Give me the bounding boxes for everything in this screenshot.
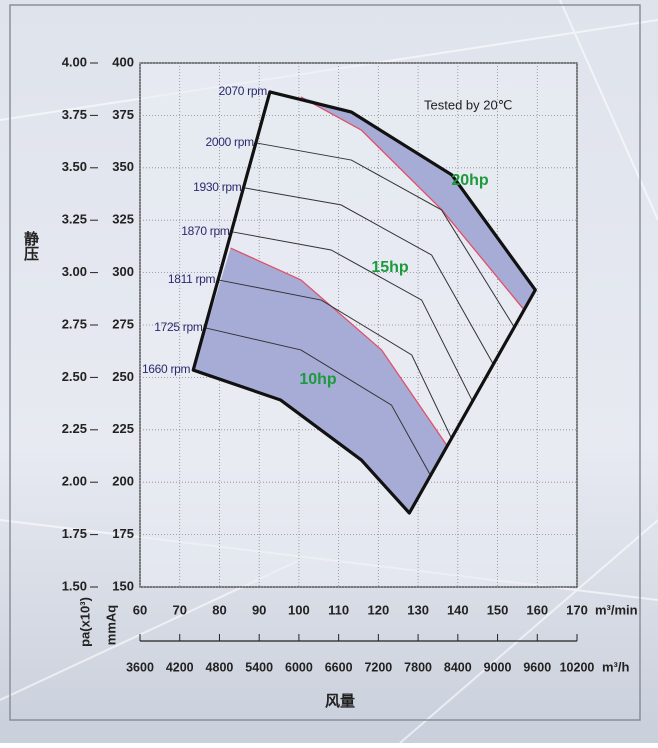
y-tick-label: 275 [112,316,134,331]
x-tick-label: 120 [368,602,390,617]
chart: 150 175 200 225 250 275 300 325 350 375 400 1.50 1.7… [0,0,658,743]
y2-tick-label: 1.50 [62,578,87,593]
x2-tick-label: 5400 [245,660,273,674]
x2-tick-label: 6000 [285,660,313,674]
x-unit: m³/min [595,602,638,617]
x2-tick-label: 8400 [444,660,472,674]
x-tick-label: 100 [288,602,310,617]
annotation: Tested by 20℃ [424,97,512,112]
x2-tick-label: 4800 [206,660,234,674]
y-tick-label: 250 [112,369,134,384]
y-tick-label: 300 [112,264,134,279]
y2-tick-label: 2.25 [62,421,87,436]
y-tick-label: 175 [112,526,134,541]
x2-tick-label: 9600 [523,660,551,674]
x-tick-label: 90 [252,602,266,617]
x2-tick-label: 6600 [325,660,353,674]
y2-tick-label: 3.00 [62,264,87,279]
y-title: 静压 [22,230,39,262]
y2-tick-label: 1.75 [62,526,87,541]
x-tick-label: 60 [133,602,147,617]
rpm-label: 2070 rpm [219,84,268,98]
x2-tick-label: 4200 [166,660,194,674]
x-title: 风量 [325,693,355,710]
rpm-label: 1811 rpm [168,272,216,286]
y-tick-label: 375 [112,107,134,122]
x2-unit: m³/h [602,659,630,674]
rpm-label: 1870 rpm [181,224,230,238]
x2-tick-label: 7200 [364,660,392,674]
y2-tick-label: 2.50 [62,369,87,384]
x-tick-label: 150 [487,602,509,617]
y2-tick-label: 3.25 [62,212,87,227]
rpm-label: 2000 rpm [206,135,255,149]
rpm-label: 1660 rpm [142,362,191,376]
x-tick-label: 70 [172,602,186,617]
y2-tick-label: 2.75 [62,316,87,331]
rpm-label: 1930 rpm [193,180,242,194]
power-label: 20hp [451,172,489,189]
power-label: 15hp [371,259,409,276]
y-tick-label: 150 [112,578,134,593]
y-unit: mmAq [103,605,118,646]
x-tick-label: 160 [526,602,548,617]
x-tick-label: 130 [407,602,429,617]
x2-tick-label: 7800 [404,660,432,674]
x2-tick-label: 9000 [484,660,512,674]
y-tick-label: 400 [112,54,134,69]
y2-tick-label: 4.00 [62,54,87,69]
x-tick-label: 140 [447,602,469,617]
y2-tick-label: 3.75 [62,107,87,122]
y-tick-label: 350 [112,159,134,174]
y2-tick-label: 2.00 [62,474,87,489]
x-tick-label: 110 [328,602,349,617]
y2-tick-label: 3.50 [62,159,87,174]
y-tick-label: 325 [112,212,134,227]
x-tick-label: 170 [566,602,588,617]
y-tick-label: 225 [112,421,134,436]
y-tick-label: 200 [112,474,134,489]
x2-tick-label: 10200 [560,660,595,674]
x-tick-label: 80 [212,602,226,617]
y2-unit: pa(x10³) [77,597,92,647]
power-label: 10hp [299,371,337,388]
rpm-label: 1725 rpm [154,320,203,334]
x2-tick-label: 3600 [126,660,154,674]
